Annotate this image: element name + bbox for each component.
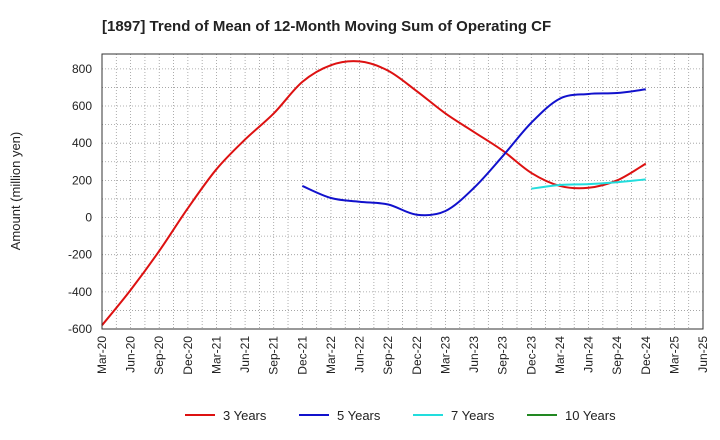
x-tick-label: Mar-25: [667, 336, 681, 374]
x-tick-label: Sep-24: [610, 336, 624, 375]
series-line-7-years: [531, 178, 646, 190]
y-tick-label: 0: [85, 211, 92, 225]
x-tick-label: Sep-22: [381, 336, 395, 375]
y-tick-label: -400: [68, 285, 92, 299]
y-tick-label: 600: [72, 99, 92, 113]
x-tick-label: Sep-21: [267, 336, 281, 375]
y-axis-label: Amount (million yen): [8, 132, 23, 251]
x-tick-label: Sep-23: [496, 336, 510, 375]
x-tick-label: Sep-20: [152, 336, 166, 375]
x-tick-label: Jun-25: [696, 336, 710, 373]
y-axis-ticks: -600 -400 -200 0 200 400 600 800: [68, 62, 92, 336]
x-tick-label: Dec-21: [295, 336, 309, 375]
x-axis-ticks: Mar-20 Jun-20 Sep-20 Dec-20 Mar-21 Jun-21 Sep-…: [95, 336, 710, 375]
x-tick-label: Jun-20: [124, 336, 138, 373]
x-tick-label: Mar-22: [324, 336, 338, 374]
y-tick-label: 400: [72, 136, 92, 150]
legend-label: 5 Years: [337, 408, 381, 423]
plot-lines: [101, 60, 647, 326]
y-tick-label: -600: [68, 322, 92, 336]
x-tick-label: Jun-23: [467, 336, 481, 373]
x-tick-label: Dec-23: [524, 336, 538, 375]
x-tick-label: Dec-20: [181, 336, 195, 375]
plot-frame: [101, 53, 704, 330]
x-tick-label: Jun-24: [582, 336, 596, 373]
legend-label: 10 Years: [565, 408, 616, 423]
x-tick-label: Jun-22: [353, 336, 367, 373]
legend: 3 Years 5 Years 7 Years 10 Years: [185, 408, 616, 423]
legend-label: 7 Years: [451, 408, 495, 423]
x-tick-label: Mar-23: [438, 336, 452, 374]
x-tick-label: Jun-21: [238, 336, 252, 373]
grid: [101, 54, 704, 330]
chart-title: [1897] Trend of Mean of 12-Month Moving …: [102, 18, 551, 35]
x-tick-label: Mar-21: [209, 336, 223, 374]
x-tick-label: Mar-24: [553, 336, 567, 374]
series-line-5-years: [301, 88, 646, 217]
y-tick-label: 200: [72, 173, 92, 187]
x-tick-label: Dec-24: [639, 336, 653, 375]
x-tick-label: Dec-22: [410, 336, 424, 375]
legend-label: 3 Years: [223, 408, 267, 423]
y-tick-label: -200: [68, 248, 92, 262]
x-tick-label: Mar-20: [95, 336, 109, 374]
y-tick-label: 800: [72, 62, 92, 76]
